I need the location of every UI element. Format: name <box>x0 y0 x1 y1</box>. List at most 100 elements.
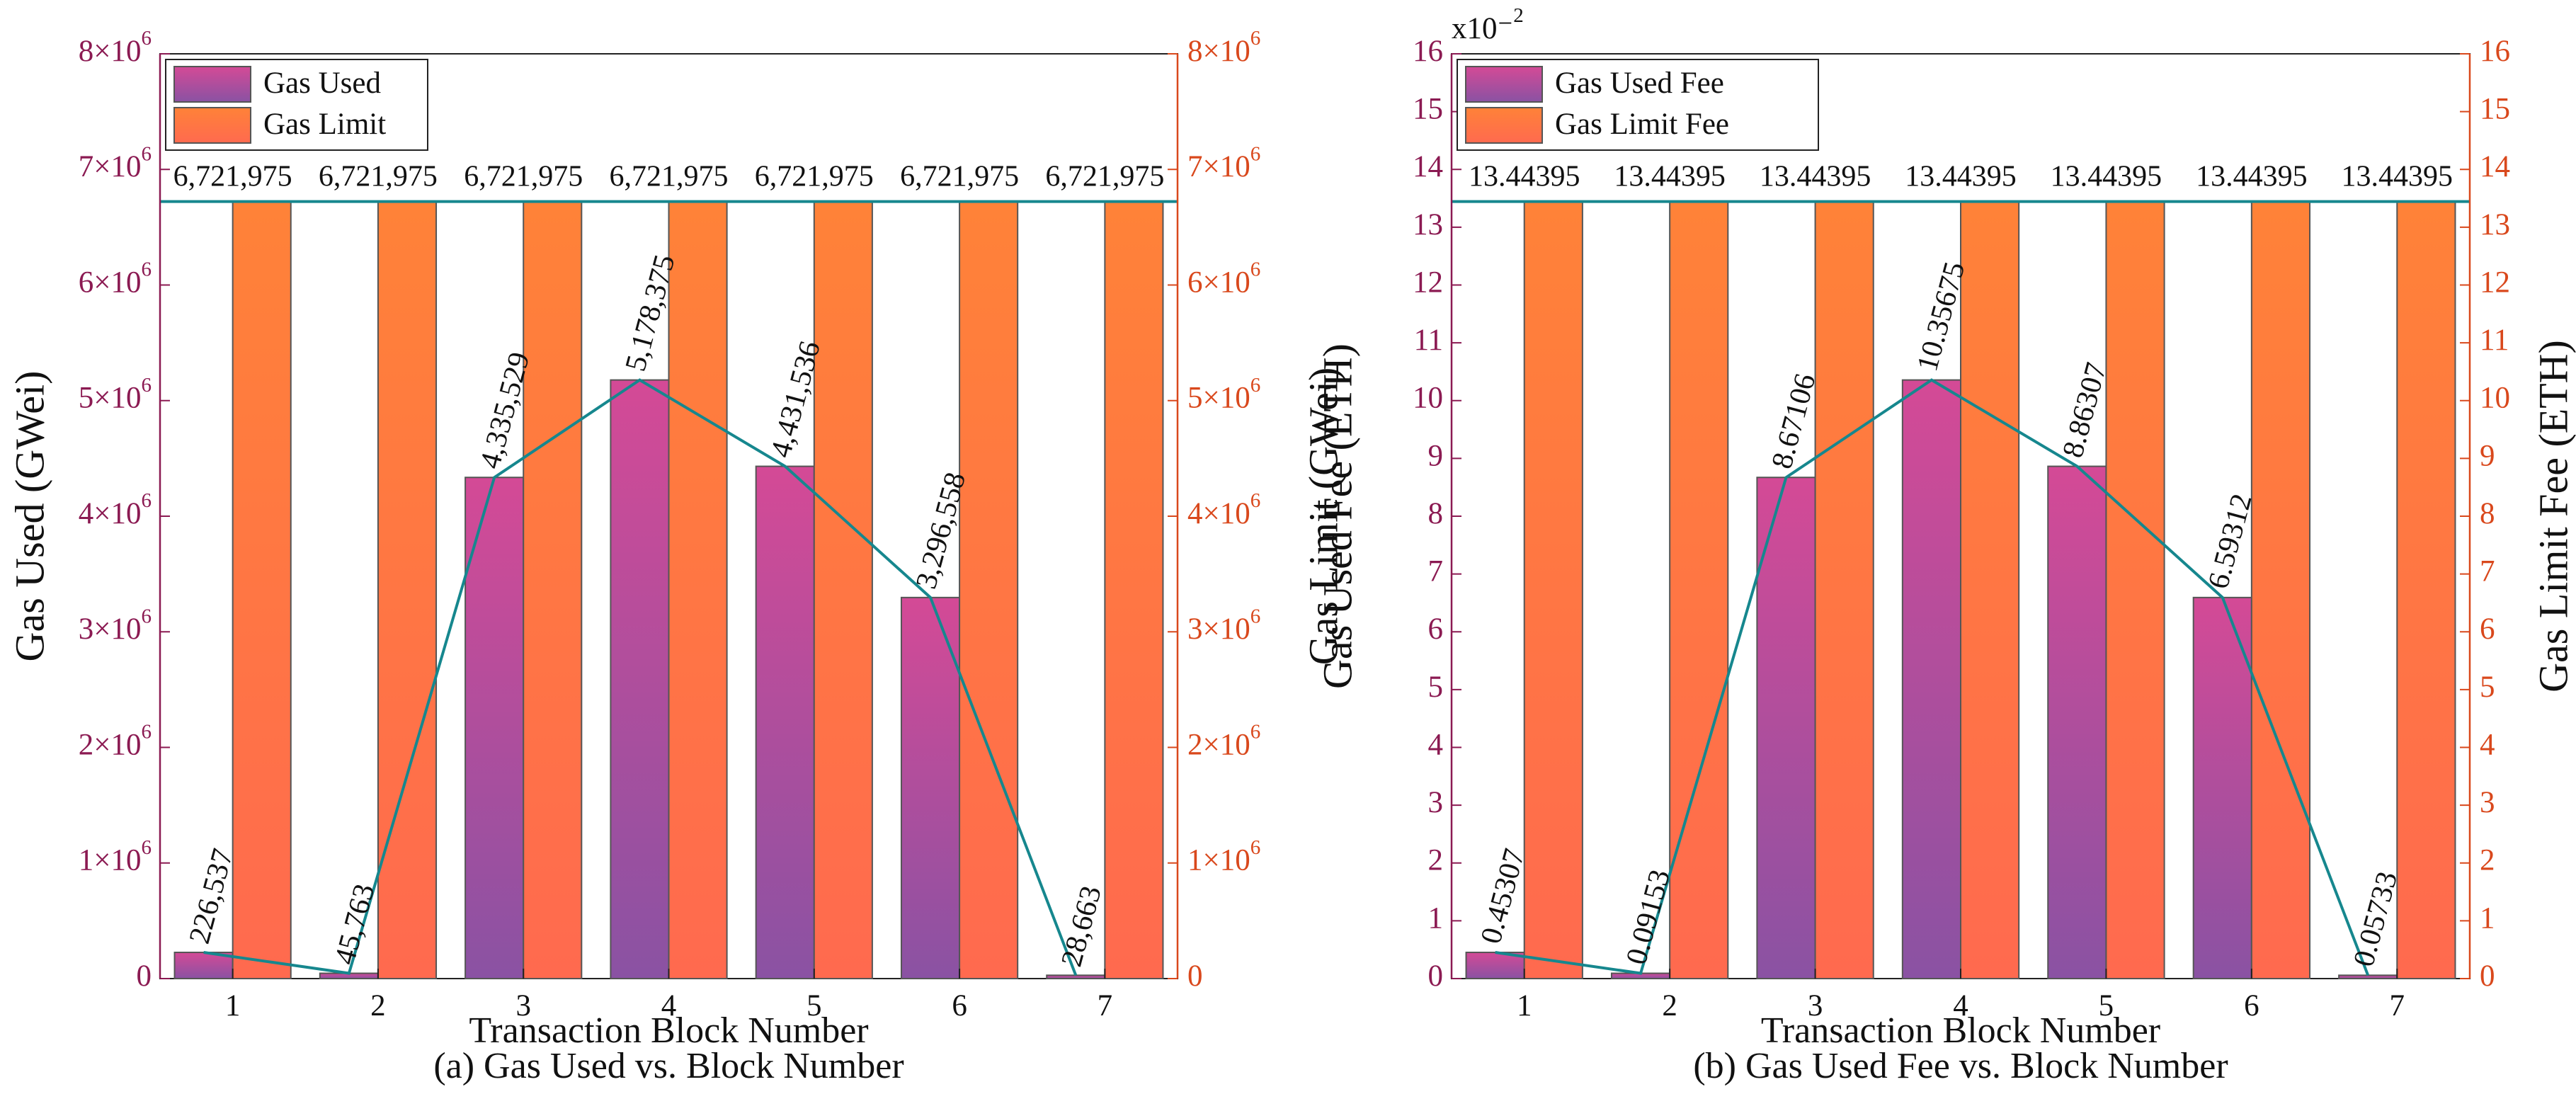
y-tick-label-left: 11 <box>1414 324 1443 357</box>
legend-swatch-limit <box>173 107 251 144</box>
y-tick-label-left: 16 <box>1413 35 1443 68</box>
y-tick-label-right: 7×106 <box>1187 142 1260 183</box>
limit-bar <box>232 200 292 979</box>
y-tick-label-right: 9 <box>2480 439 2495 472</box>
x-tick-label: 2 <box>370 989 386 1022</box>
y-tick-label-left: 15 <box>1413 93 1443 126</box>
y-tick-label-left: 0 <box>137 959 152 993</box>
y-tick-label-right: 1 <box>2480 901 2495 935</box>
y-tick-label-right: 2 <box>2480 844 2495 877</box>
y-tick-label-left: 7 <box>1428 555 1444 588</box>
y-tick-label-right: 12 <box>2480 266 2510 299</box>
used-value-label: 0.45307 <box>1475 845 1532 947</box>
y-tick-label-left: 10 <box>1413 382 1443 415</box>
limit-bar <box>523 200 583 979</box>
y-tick-label-right: 10 <box>2480 382 2510 415</box>
y-tick-label-left: 6 <box>1428 612 1444 646</box>
used-value-label: 226,537 <box>183 845 240 947</box>
y-tick-label-right: 0 <box>2480 959 2495 993</box>
chart-panel-a: 226,5376,721,97545,7636,721,9754,335,529… <box>6 27 1346 1086</box>
y-tick-label-left: 5 <box>1428 671 1444 704</box>
y-tick-label-right: 1×106 <box>1187 836 1260 877</box>
used-trend-line <box>203 378 1078 976</box>
y-tick-label-left: 1 <box>1428 901 1444 935</box>
limit-value-label: 6,721,975 <box>755 161 874 193</box>
limit-value-label: 13.44395 <box>1614 161 1726 193</box>
x-tick-label: 3 <box>1808 989 1823 1022</box>
y-tick-label-left: 1×106 <box>79 836 152 877</box>
limit-bar <box>1814 200 1874 979</box>
y-tick-label-left: 6×106 <box>79 258 152 299</box>
y-tick-label-right: 14 <box>2480 150 2510 183</box>
x-tick-label: 1 <box>225 989 241 1022</box>
x-tick-label: 5 <box>2099 989 2114 1022</box>
legend-swatch-used <box>173 66 251 103</box>
exponent-label: x10⁻2 <box>1452 4 1524 45</box>
limit-bar <box>1523 200 1583 979</box>
legend-swatch-used <box>1465 66 1543 103</box>
x-axis-label: Transaction Block Number <box>469 1010 868 1051</box>
y-tick-label-left: 8×106 <box>79 27 152 68</box>
used-bar <box>465 477 525 979</box>
used-value-label: 45,763 <box>329 881 381 968</box>
x-tick-label: 7 <box>2390 989 2405 1022</box>
x-tick-label: 6 <box>952 989 967 1022</box>
used-value-label: 0.05733 <box>2347 868 2404 970</box>
used-bar <box>755 465 815 979</box>
y-tick-label-right: 4 <box>2480 728 2495 761</box>
used-bar <box>900 596 961 979</box>
x-tick-label: 2 <box>1662 989 1677 1022</box>
limit-bar <box>2250 200 2311 979</box>
y-tick-label-left: 5×106 <box>79 373 152 414</box>
limit-value-label: 13.44395 <box>2342 161 2454 193</box>
limit-value-label: 13.44395 <box>2051 161 2162 193</box>
chart-title: (b) Gas Used Fee vs. Block Number <box>1693 1046 2228 1086</box>
y-tick-label-right: 5 <box>2480 671 2495 704</box>
y-tick-label-left: 12 <box>1413 266 1443 299</box>
y-tick-label-left: 3×106 <box>79 605 152 646</box>
limit-bar <box>2396 200 2456 979</box>
x-tick-label: 4 <box>661 989 677 1022</box>
used-bar <box>2338 974 2398 979</box>
y-tick-label-right: 4×106 <box>1187 489 1260 530</box>
legend-label-used: Gas Used Fee <box>1555 67 1724 100</box>
y-tick-label-left: 4×106 <box>79 489 152 530</box>
limit-bar <box>377 200 438 979</box>
used-bar <box>2047 465 2107 979</box>
x-tick-label: 6 <box>2244 989 2259 1022</box>
used-value-label: 6.59312 <box>2202 491 2259 593</box>
legend-swatch-limit <box>1465 107 1543 144</box>
y-axis-label-left: Gas Used Fee (ETH) <box>1314 343 1360 689</box>
y-tick-label-right: 16 <box>2480 35 2510 68</box>
x-tick-label: 7 <box>1098 989 1113 1022</box>
y-tick-label-right: 15 <box>2480 93 2510 126</box>
limit-value-label: 6,721,975 <box>464 161 583 193</box>
limit-value-label: 13.44395 <box>1760 161 1871 193</box>
used-bar <box>2192 596 2252 979</box>
y-axis-label-left: Gas Used (GWei) <box>6 371 52 662</box>
used-bar <box>173 952 234 979</box>
chart-panel-b: 0.45307 13.44395 0.09153 13.44395 8.67106 13.… <box>1314 4 2576 1086</box>
y-tick-label-right: 11 <box>2480 324 2509 357</box>
used-trend-line <box>1495 378 2370 976</box>
y-tick-label-right: 5×106 <box>1187 373 1260 414</box>
y-tick-label-right: 3 <box>2480 786 2495 819</box>
limit-value-label: 13.44395 <box>2196 161 2308 193</box>
limit-bar <box>1669 200 1729 979</box>
legend-label-limit: Gas Limit Fee <box>1555 108 1729 141</box>
x-tick-label: 3 <box>515 989 531 1022</box>
limit-value-label: 13.44395 <box>1905 161 2017 193</box>
limit-value-label: 13.44395 <box>1469 161 1580 193</box>
used-value-label: 8.67106 <box>1766 370 1823 472</box>
limit-bar <box>1104 200 1164 979</box>
y-tick-label-left: 0 <box>1428 959 1444 993</box>
y-tick-label-right: 7 <box>2480 555 2495 588</box>
used-value-label: 0.09153 <box>1620 866 1677 968</box>
y-tick-label-right: 0 <box>1187 959 1203 993</box>
y-tick-label-left: 7×106 <box>79 142 152 183</box>
limit-bar <box>813 200 873 979</box>
y-tick-label-left: 8 <box>1428 497 1444 530</box>
limit-value-label: 6,721,975 <box>319 161 438 193</box>
y-tick-label-right: 6×106 <box>1187 258 1260 299</box>
